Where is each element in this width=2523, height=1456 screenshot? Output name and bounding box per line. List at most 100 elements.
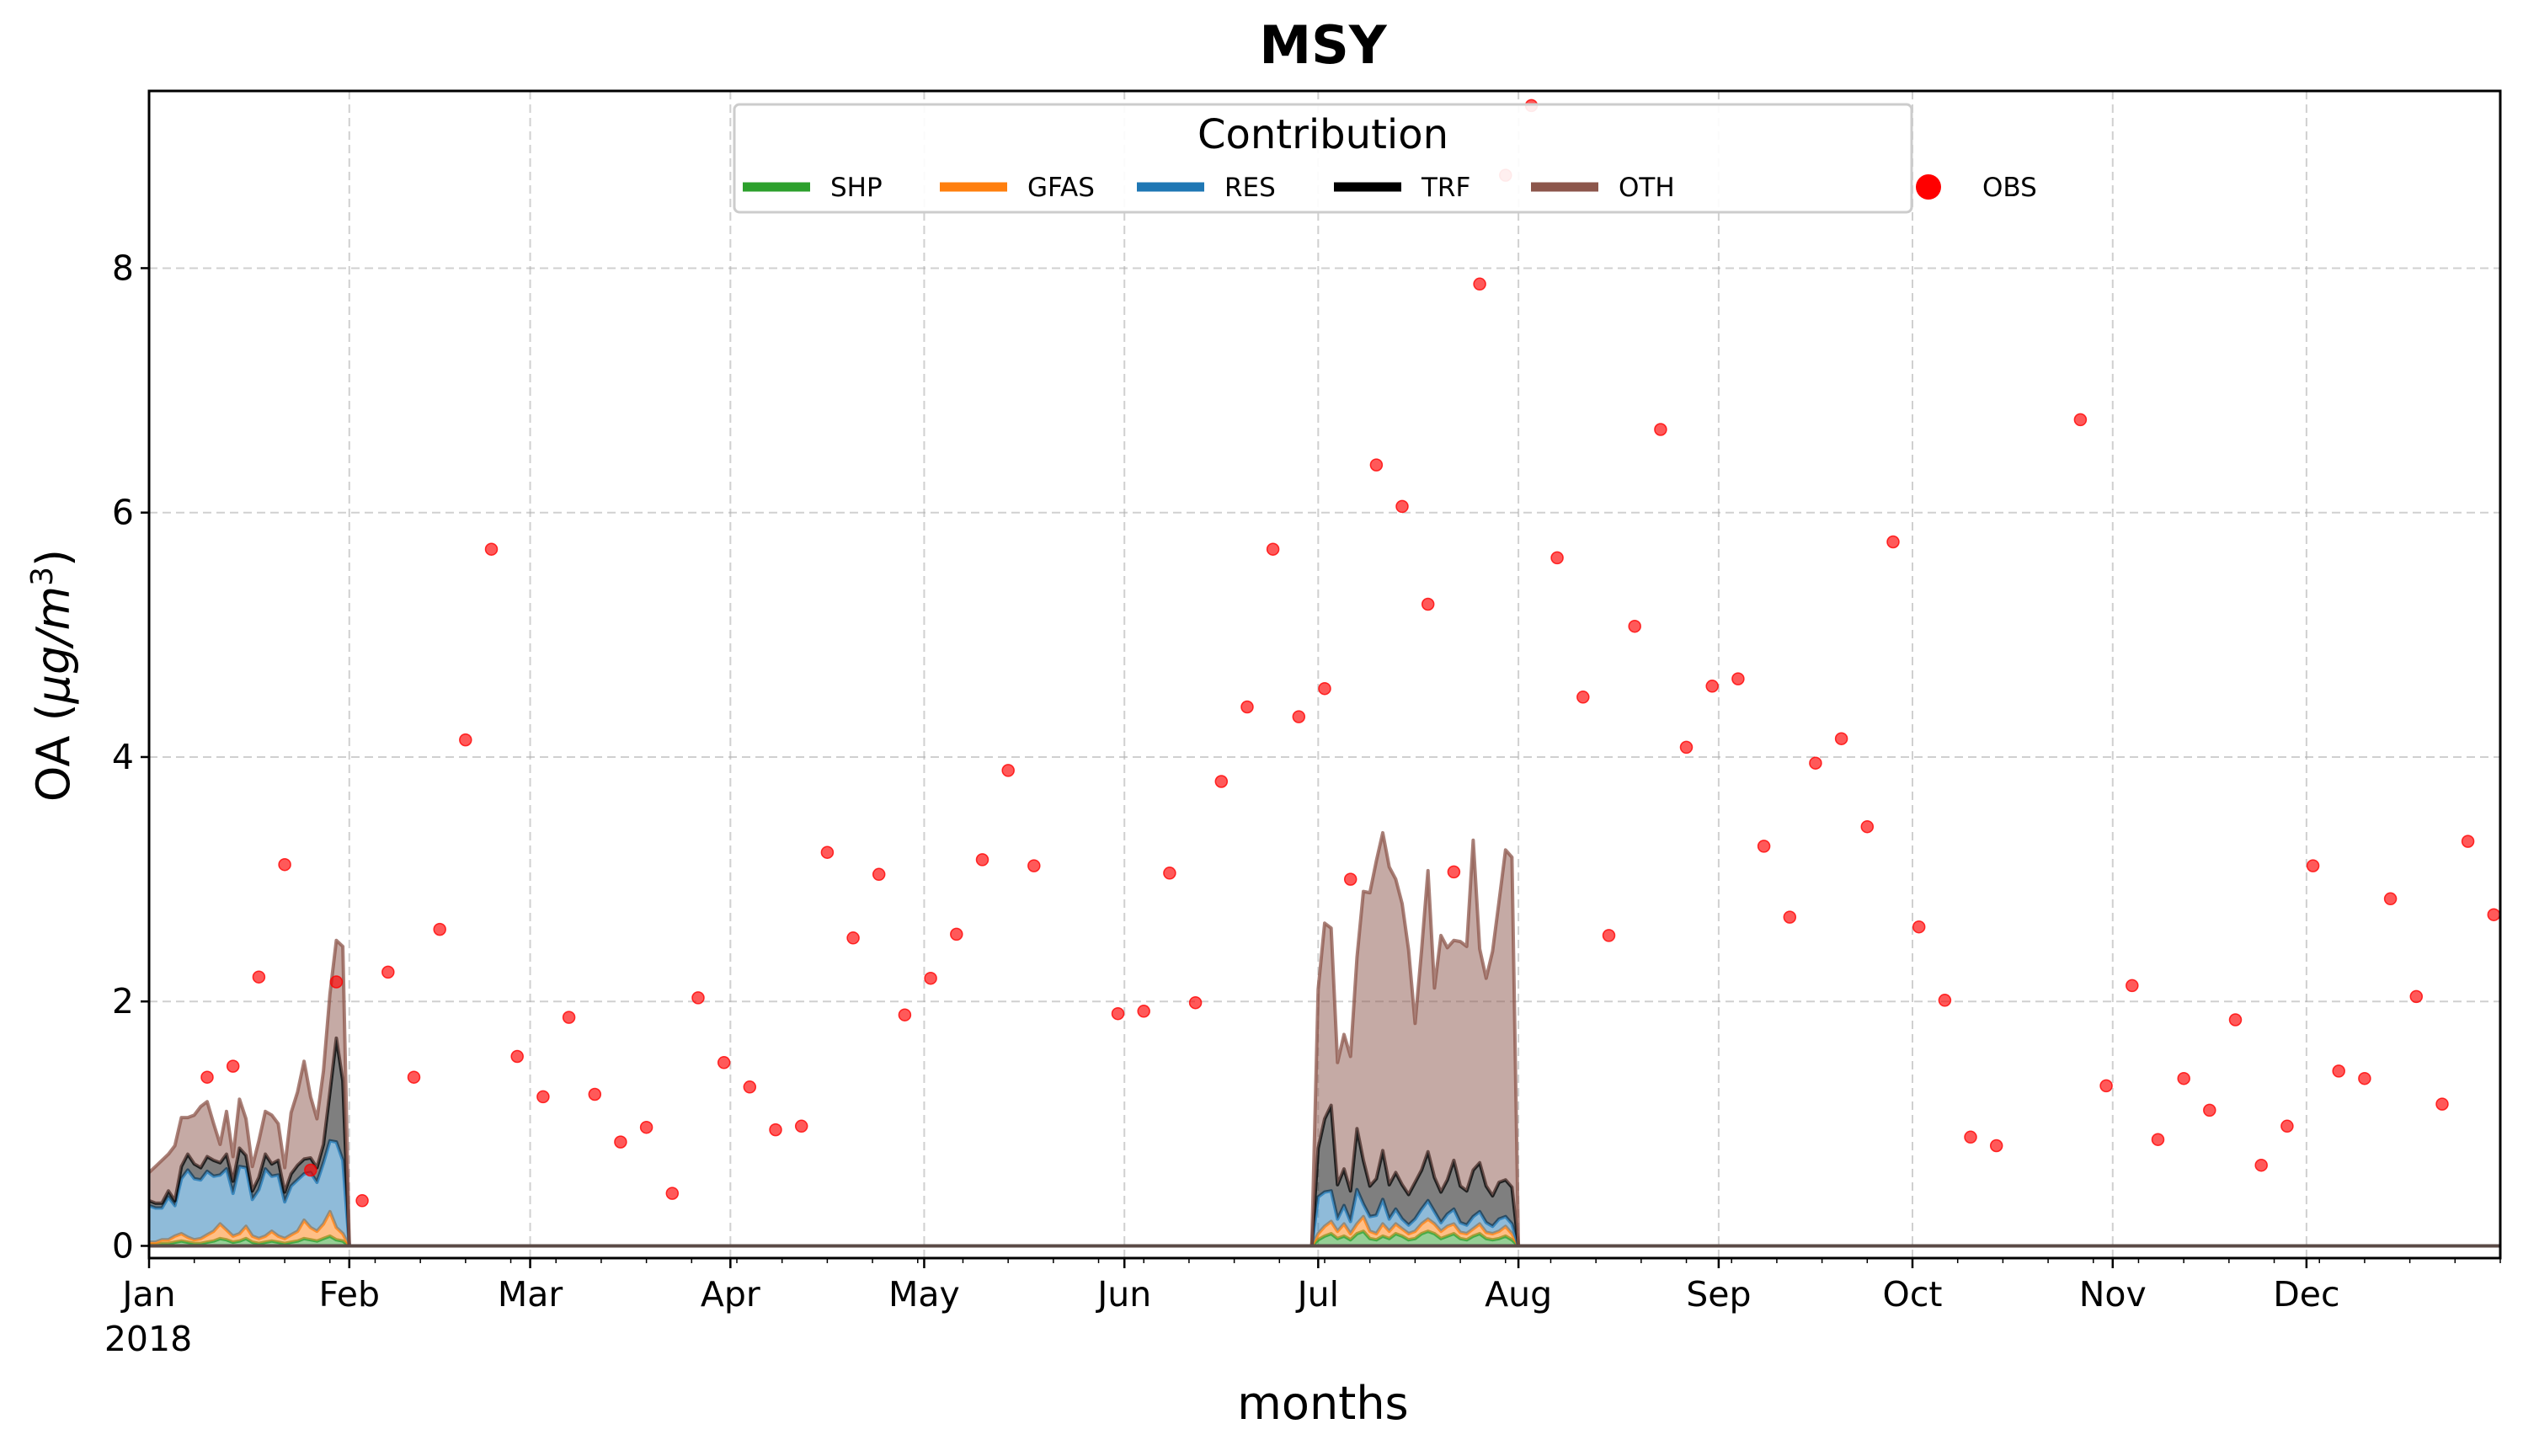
obs-point [486, 543, 498, 555]
obs-point [821, 846, 833, 858]
obs-point [1836, 733, 1848, 744]
obs-point [1190, 997, 1202, 1009]
chart-title: MSY [1259, 14, 1387, 76]
obs-point [899, 1009, 910, 1021]
obs-point [2333, 1065, 2344, 1077]
x-tick-label: Aug [1485, 1274, 1552, 1315]
legend-label-shp: SHP [830, 173, 883, 203]
obs-point [1002, 765, 1014, 776]
obs-point [1293, 711, 1304, 723]
x-tick-label: Nov [2079, 1274, 2147, 1315]
obs-point [1370, 459, 1382, 471]
obs-point [227, 1060, 239, 1072]
legend-label-obs: OBS [1982, 173, 2037, 203]
legend: Contribution SHP GFAS RES TRF OTH OBS [734, 104, 2037, 212]
obs-point [253, 971, 264, 983]
x-tick-label: Sep [1686, 1274, 1751, 1315]
obs-point [847, 932, 859, 944]
obs-point [1655, 424, 1667, 435]
obs-point [408, 1071, 420, 1083]
obs-point [2307, 860, 2319, 872]
x-tick-label: Apr [701, 1274, 760, 1315]
x-tick-label: Dec [2273, 1274, 2339, 1315]
x-tick-label: Jun [1095, 1274, 1151, 1315]
obs-point [2462, 835, 2474, 847]
obs-point [2178, 1073, 2190, 1085]
y-tick-label: 2 [112, 981, 134, 1021]
obs-point [511, 1051, 523, 1063]
obs-point [1215, 776, 1227, 787]
legend-label-gfas: GFAS [1027, 173, 1095, 203]
legend-label-res: RES [1224, 173, 1276, 203]
x-tick-label: Mar [498, 1274, 563, 1315]
obs-point [330, 976, 342, 988]
obs-point [1732, 673, 1744, 685]
obs-point [1164, 867, 1176, 879]
legend-label-trf: TRF [1421, 173, 1470, 203]
obs-point [2281, 1120, 2293, 1132]
obs-point [434, 924, 445, 936]
obs-point [305, 1165, 317, 1176]
obs-point [1861, 821, 1873, 833]
obs-point [951, 928, 963, 940]
obs-point [356, 1195, 368, 1207]
obs-point [1706, 680, 1718, 692]
obs-point [2100, 1080, 2112, 1091]
obs-point [2359, 1073, 2371, 1085]
obs-point [615, 1136, 627, 1148]
obs-point [2204, 1104, 2216, 1116]
obs-point [2152, 1133, 2164, 1145]
obs-point [873, 868, 885, 880]
obs-point [2074, 413, 2086, 425]
obs-point [744, 1081, 755, 1093]
obs-point [2488, 909, 2499, 920]
obs-point [1448, 866, 1459, 877]
obs-point [1810, 757, 1822, 769]
x-tick-label: May [888, 1274, 960, 1315]
obs-point [563, 1011, 575, 1023]
y-tick-label: 6 [112, 493, 134, 533]
obs-point [1939, 995, 1950, 1006]
obs-point [1758, 840, 1770, 852]
y-tick-label: 4 [112, 737, 134, 777]
y-axis-label-exp: 3 [25, 567, 60, 586]
x-axis-label: months [1237, 1377, 1408, 1430]
y-axis-label: OA (μg/m3) [25, 549, 81, 802]
obs-point [537, 1091, 549, 1102]
obs-point [2255, 1160, 2267, 1171]
obs-point [770, 1124, 781, 1136]
obs-point [1241, 701, 1253, 713]
obs-point [796, 1120, 808, 1132]
y-tick-label: 0 [112, 1225, 134, 1266]
obs-point [666, 1187, 678, 1199]
obs-point [1577, 691, 1589, 703]
obs-point [2436, 1098, 2448, 1110]
obs-point [1784, 911, 1795, 923]
obs-point [977, 854, 989, 866]
x-tick-label: Feb [318, 1274, 380, 1315]
obs-point [2385, 893, 2397, 904]
x-year-label: 2018 [104, 1319, 192, 1359]
obs-point [1345, 873, 1357, 885]
obs-point [2126, 979, 2138, 991]
obs-point [692, 992, 704, 1004]
obs-point [382, 966, 394, 978]
obs-point [1112, 1008, 1124, 1020]
obs-point [279, 859, 291, 871]
obs-point [201, 1071, 213, 1083]
obs-point [925, 973, 936, 984]
obs-point [1887, 536, 1899, 548]
obs-point [1965, 1131, 1976, 1143]
obs-point [1319, 683, 1331, 695]
obs-point [1681, 741, 1693, 753]
obs-point [460, 734, 472, 746]
y-axis-label-unit: μg/m [27, 586, 80, 704]
legend-title: Contribution [1197, 111, 1448, 158]
obs-point [1396, 500, 1408, 512]
x-tick-label: Oct [1883, 1274, 1943, 1315]
legend-label-oth: OTH [1619, 173, 1675, 203]
x-tick-label: Jul [1295, 1274, 1339, 1315]
obs-point [641, 1122, 653, 1133]
